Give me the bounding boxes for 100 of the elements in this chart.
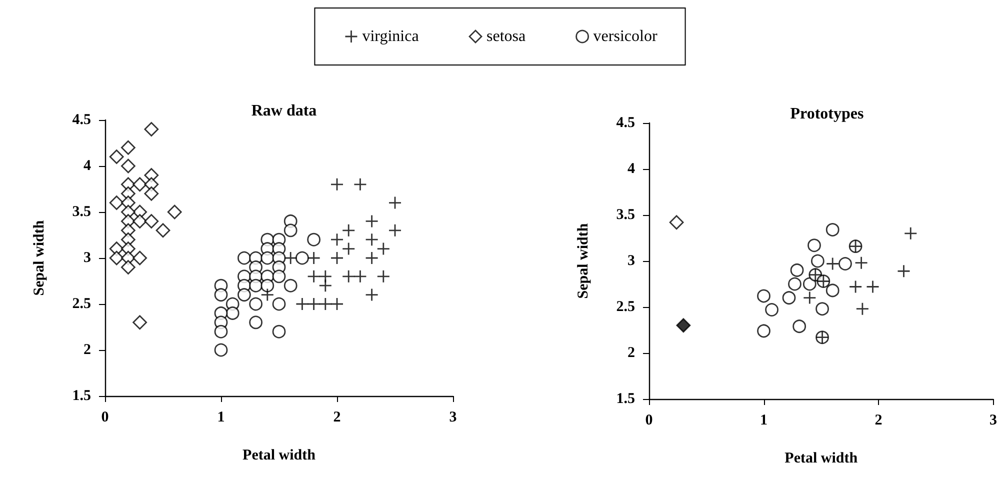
y-tick-label: 4	[628, 161, 636, 177]
point	[354, 178, 367, 192]
point	[826, 257, 840, 270]
y-tick-label: 2.5	[72, 296, 91, 312]
y-tick-label: 2	[628, 345, 635, 361]
point	[826, 284, 840, 298]
point	[342, 224, 356, 238]
legend-label: virginica	[362, 28, 419, 45]
y-tick-label: 3	[84, 250, 91, 266]
y-tick-label: 2.5	[616, 299, 635, 315]
point	[810, 254, 824, 268]
point	[307, 251, 320, 265]
x-tick-label: 1	[760, 412, 768, 428]
point	[109, 196, 124, 210]
point	[897, 264, 910, 278]
point	[284, 251, 298, 265]
x-tick-label: 1	[217, 410, 225, 426]
x-axis-title: Petal width	[242, 448, 316, 464]
point	[272, 297, 286, 311]
point	[856, 302, 870, 316]
point	[376, 242, 390, 256]
point	[296, 297, 309, 311]
y-tick-label: 4	[84, 158, 92, 174]
point	[132, 315, 147, 330]
point	[307, 232, 320, 246]
point	[249, 278, 262, 292]
point	[676, 318, 691, 333]
point	[757, 289, 770, 303]
point	[376, 270, 390, 284]
point	[214, 324, 228, 338]
point	[802, 291, 816, 304]
point	[109, 150, 124, 164]
point	[132, 214, 147, 228]
chart-title: Prototypes	[790, 106, 864, 122]
y-tick-label: 1.5	[72, 388, 91, 404]
point	[365, 214, 378, 228]
point	[318, 297, 332, 311]
point	[121, 260, 136, 274]
x-tick-label: 3	[990, 412, 997, 428]
point	[854, 256, 868, 270]
point	[848, 280, 862, 294]
point	[826, 223, 840, 236]
point	[144, 186, 159, 201]
point	[307, 270, 320, 284]
x-tick-label: 0	[101, 410, 109, 426]
point	[757, 324, 770, 338]
point	[792, 320, 806, 334]
point	[866, 280, 880, 294]
point	[109, 250, 124, 266]
point	[365, 288, 378, 302]
point	[238, 251, 251, 265]
point	[156, 223, 170, 238]
point	[121, 158, 136, 174]
point	[790, 264, 804, 277]
point	[132, 177, 147, 192]
y-tick-label: 2	[84, 342, 91, 358]
point	[167, 204, 182, 220]
y-tick-label: 4.5	[616, 115, 635, 131]
point	[388, 196, 402, 210]
point	[214, 343, 228, 357]
y-tick-label: 3.5	[72, 204, 91, 220]
point	[330, 232, 344, 246]
point	[284, 278, 298, 292]
y-axis-title: Sepal width	[32, 220, 48, 296]
point	[365, 232, 378, 246]
point	[802, 277, 816, 291]
point	[808, 238, 821, 252]
point	[307, 297, 320, 311]
point	[788, 277, 802, 291]
point	[284, 224, 298, 238]
point	[904, 226, 918, 240]
point	[249, 316, 262, 330]
x-tick-label: 2	[874, 412, 882, 428]
point	[272, 324, 286, 338]
point	[330, 251, 344, 265]
point	[782, 291, 796, 304]
chart-title: Raw data	[251, 102, 317, 120]
x-tick-label: 3	[449, 410, 457, 426]
point	[296, 251, 309, 265]
x-tick-label: 2	[333, 410, 341, 426]
point	[272, 270, 286, 284]
point	[354, 270, 367, 284]
point	[330, 178, 344, 192]
point	[144, 122, 159, 136]
point	[669, 215, 684, 230]
y-tick-label: 1.5	[616, 391, 635, 407]
point	[388, 224, 402, 238]
point	[318, 278, 332, 292]
y-axis-title: Sepal width	[576, 222, 592, 299]
y-tick-label: 3.5	[616, 207, 635, 223]
y-tick-label: 3	[628, 253, 635, 269]
point	[238, 288, 251, 302]
point	[330, 297, 344, 311]
point	[260, 288, 274, 302]
point	[249, 297, 262, 311]
point	[226, 306, 240, 320]
point	[260, 278, 274, 292]
point	[342, 242, 356, 256]
point	[838, 257, 852, 270]
point	[144, 214, 159, 228]
